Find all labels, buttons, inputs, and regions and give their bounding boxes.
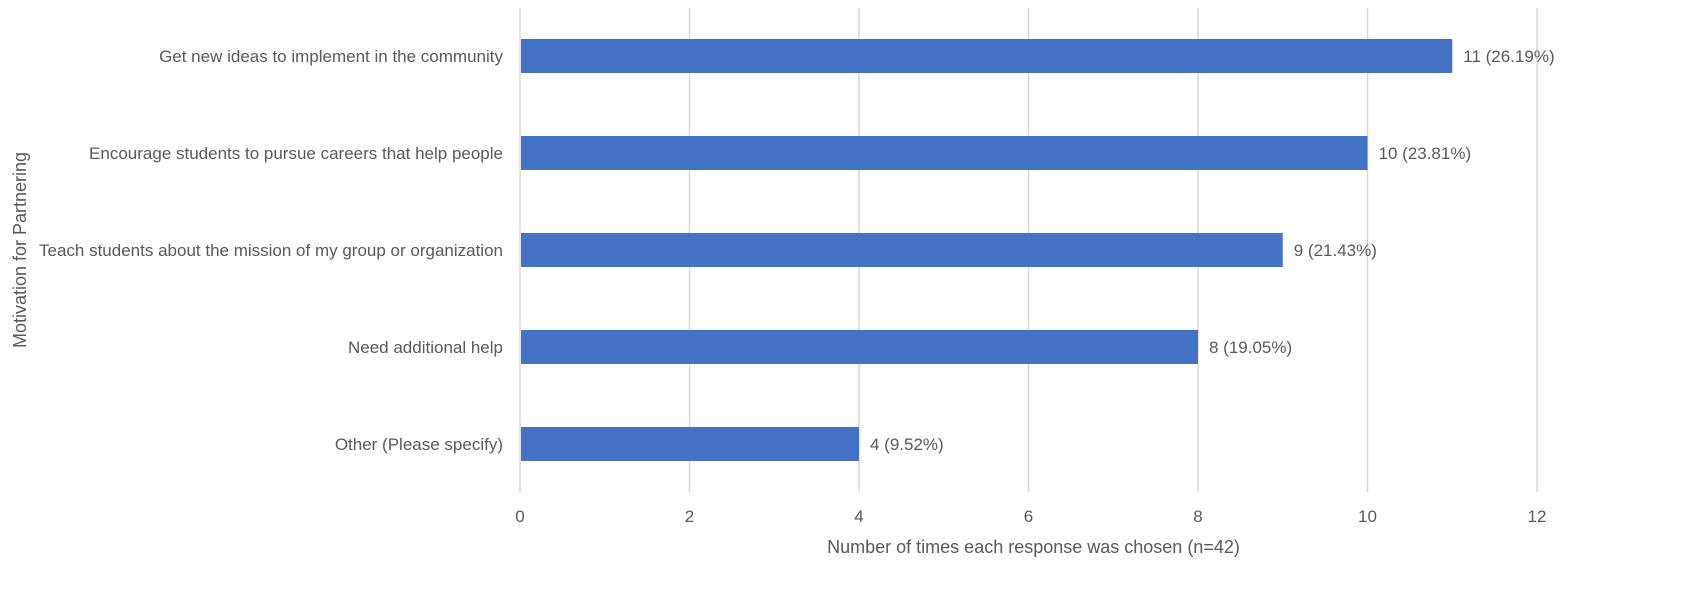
category-label-3: Teach students about the mission of my g… bbox=[39, 241, 503, 260]
bar-2 bbox=[521, 136, 1368, 170]
x-tick-label-6: 6 bbox=[1024, 507, 1033, 526]
x-tick-label-0: 0 bbox=[515, 507, 524, 526]
bar-1 bbox=[521, 39, 1453, 73]
x-tick-label-8: 8 bbox=[1193, 507, 1202, 526]
category-labels: Get new ideas to implement in the commun… bbox=[39, 47, 503, 454]
x-tick-label-2: 2 bbox=[685, 507, 694, 526]
x-axis-title: Number of times each response was chosen… bbox=[827, 537, 1240, 557]
data-label-1: 11 (26.19%) bbox=[1463, 47, 1554, 66]
x-tick-labels: 0 2 4 6 8 10 12 bbox=[515, 507, 1546, 526]
data-label-5: 4 (9.52%) bbox=[870, 435, 944, 454]
x-tick-label-4: 4 bbox=[854, 507, 863, 526]
data-label-4: 8 (19.05%) bbox=[1209, 338, 1292, 357]
bar-3 bbox=[521, 233, 1283, 267]
category-label-4: Need additional help bbox=[348, 338, 503, 357]
data-labels: 11 (26.19%) 10 (23.81%) 9 (21.43%) 8 (19.05… bbox=[870, 47, 1555, 454]
x-tick-label-10: 10 bbox=[1358, 507, 1377, 526]
category-label-1: Get new ideas to implement in the commun… bbox=[159, 47, 503, 66]
x-tick-label-12: 12 bbox=[1528, 507, 1547, 526]
y-axis-title: Motivation for Partnering bbox=[10, 152, 30, 348]
data-label-3: 9 (21.43%) bbox=[1294, 241, 1377, 260]
category-label-2: Encourage students to pursue careers tha… bbox=[89, 144, 503, 163]
bar-5 bbox=[521, 427, 859, 461]
bars bbox=[521, 39, 1453, 461]
bar-4 bbox=[521, 330, 1198, 364]
data-label-2: 10 (23.81%) bbox=[1379, 144, 1472, 163]
category-label-5: Other (Please specify) bbox=[335, 435, 503, 454]
